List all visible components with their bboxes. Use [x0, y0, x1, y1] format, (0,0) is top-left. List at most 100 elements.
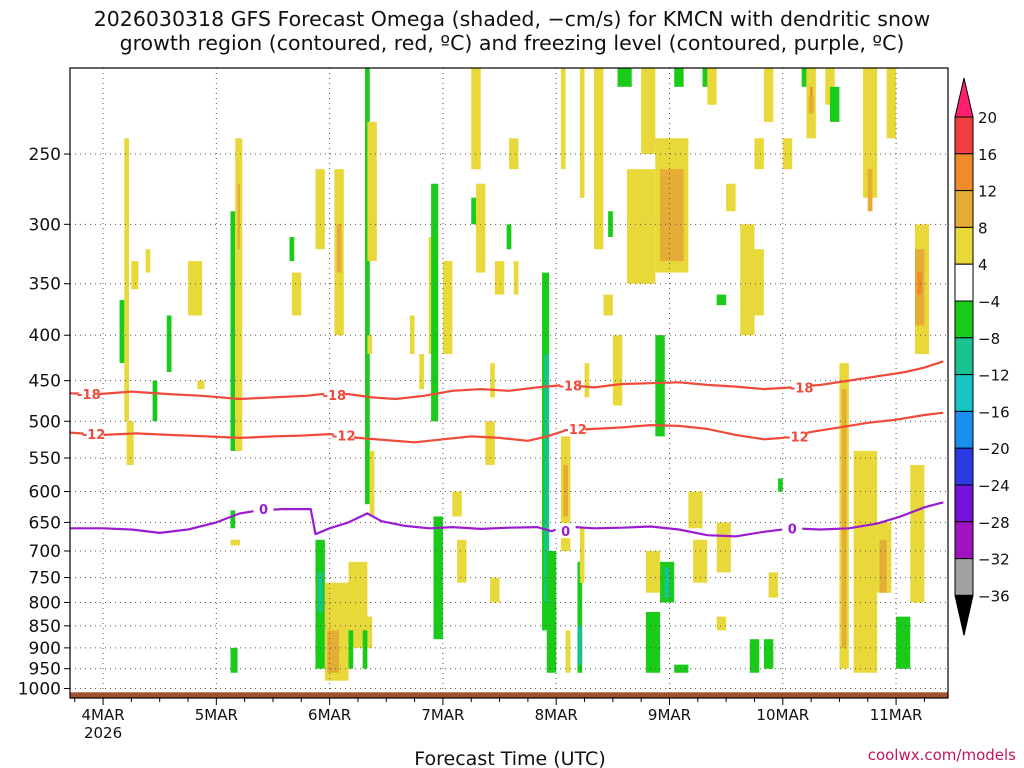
- omega-cell: [655, 335, 665, 437]
- x-tick-year: 2026: [84, 724, 122, 742]
- omega-cell: [645, 550, 661, 593]
- omega-cell: [853, 450, 878, 673]
- omega-cell: [716, 294, 727, 306]
- omega-cell: [544, 354, 550, 603]
- omega-cell: [197, 380, 205, 390]
- omega-cell: [145, 249, 151, 273]
- omega-cell: [119, 335, 125, 364]
- omega-cell: [560, 68, 566, 170]
- omega-cell: [763, 639, 774, 669]
- colorbar-swatch: [954, 410, 974, 449]
- contour-label-bg: [782, 520, 803, 536]
- y-tick-label: 300: [29, 215, 61, 235]
- omega-cell: [419, 354, 425, 390]
- omega-cell: [289, 236, 295, 262]
- omega-cell: [471, 197, 476, 225]
- y-tick-label: 400: [29, 326, 61, 346]
- omega-cell: [593, 68, 604, 250]
- contour-label-bg: [786, 428, 807, 444]
- colorbar-arrow-top: [954, 77, 974, 118]
- omega-cell: [917, 272, 923, 295]
- x-tick-label: 5MAR: [195, 706, 238, 724]
- colorbar-label: −8: [978, 330, 1000, 348]
- omega-cell: [627, 169, 656, 284]
- omega-cell: [879, 539, 887, 593]
- omega-cell: [442, 261, 453, 355]
- omega-cell: [612, 335, 623, 406]
- colorbar-label: −28: [978, 514, 1010, 532]
- omega-cell: [707, 68, 717, 105]
- omega-cell: [124, 138, 130, 422]
- y-tick-label: 250: [29, 145, 61, 165]
- ground-strip: [70, 692, 948, 698]
- colorbar-swatch: [954, 263, 974, 302]
- omega-cell: [763, 68, 774, 122]
- colorbar-label: 8: [978, 219, 988, 237]
- colorbar-swatch: [954, 558, 974, 596]
- omega-cell: [152, 380, 158, 422]
- omega-cell: [896, 616, 911, 669]
- omega-cell: [579, 528, 585, 583]
- x-axis-label: Forecast Time (UTC): [414, 748, 605, 768]
- omega-cell: [778, 478, 783, 492]
- omega-cell: [457, 539, 467, 583]
- y-tick-label: 450: [29, 372, 61, 392]
- y-tick-label: 600: [29, 483, 61, 503]
- omega-cell: [674, 68, 684, 87]
- omega-cell: [485, 421, 495, 465]
- x-tick-label: 9MAR: [648, 706, 691, 724]
- y-tick-label: 1000: [18, 679, 61, 699]
- omega-cell: [166, 315, 172, 372]
- omega-cell: [452, 491, 462, 517]
- omega-cell: [431, 183, 439, 422]
- omega-cell: [551, 602, 557, 648]
- omega-cell: [126, 421, 134, 465]
- contour-label: -12: [563, 423, 587, 438]
- x-tick-label: 6MAR: [308, 706, 351, 724]
- colorbar-swatch: [954, 116, 974, 155]
- omega-cell: [726, 183, 736, 212]
- colorbar-swatch: [954, 521, 974, 560]
- omega-cell: [577, 561, 583, 673]
- omega-cell: [841, 389, 847, 648]
- x-tick-label: 4MAR: [81, 706, 124, 724]
- omega-cell: [768, 572, 779, 598]
- omega-cell: [230, 647, 238, 673]
- omega-cell: [119, 299, 125, 336]
- omega-cell: [506, 224, 512, 250]
- y-tick-label: 650: [29, 513, 61, 533]
- contour-label-bg: [555, 523, 576, 539]
- omega-cell: [910, 464, 925, 603]
- contour-label: -18: [323, 389, 347, 404]
- colorbar-swatch: [954, 190, 974, 228]
- omega-cell: [230, 211, 236, 451]
- omega-cell: [782, 138, 793, 170]
- contour-label: -12: [785, 430, 809, 445]
- colorbar-swatch: [954, 337, 974, 376]
- colorbar-arrow-bottom: [954, 594, 974, 636]
- omega-cell: [348, 630, 354, 669]
- omega-cell: [603, 294, 613, 316]
- omega-cell: [494, 261, 505, 295]
- omega-cell: [327, 630, 340, 673]
- colorbar-label: 12: [978, 183, 997, 201]
- ground-layer: [70, 692, 948, 698]
- omega-cell: [716, 522, 731, 573]
- colorbar-label: −36: [978, 587, 1010, 605]
- omega-cell: [475, 183, 486, 273]
- omega-cell: [584, 363, 590, 398]
- chart-title-line-2: growth region (contoured, red, ºC) and f…: [119, 31, 905, 55]
- omega-cell: [490, 577, 500, 603]
- omega-cell: [509, 138, 519, 170]
- y-tick-label: 850: [29, 617, 61, 637]
- contour-label: 0: [561, 525, 570, 540]
- omega-cell: [579, 68, 585, 198]
- y-tick-label: 500: [29, 412, 61, 432]
- y-tick-label: 900: [29, 639, 61, 659]
- omega-cell: [617, 68, 632, 87]
- colorbar-label: 20: [978, 109, 997, 127]
- colorbar-label: −12: [978, 367, 1010, 385]
